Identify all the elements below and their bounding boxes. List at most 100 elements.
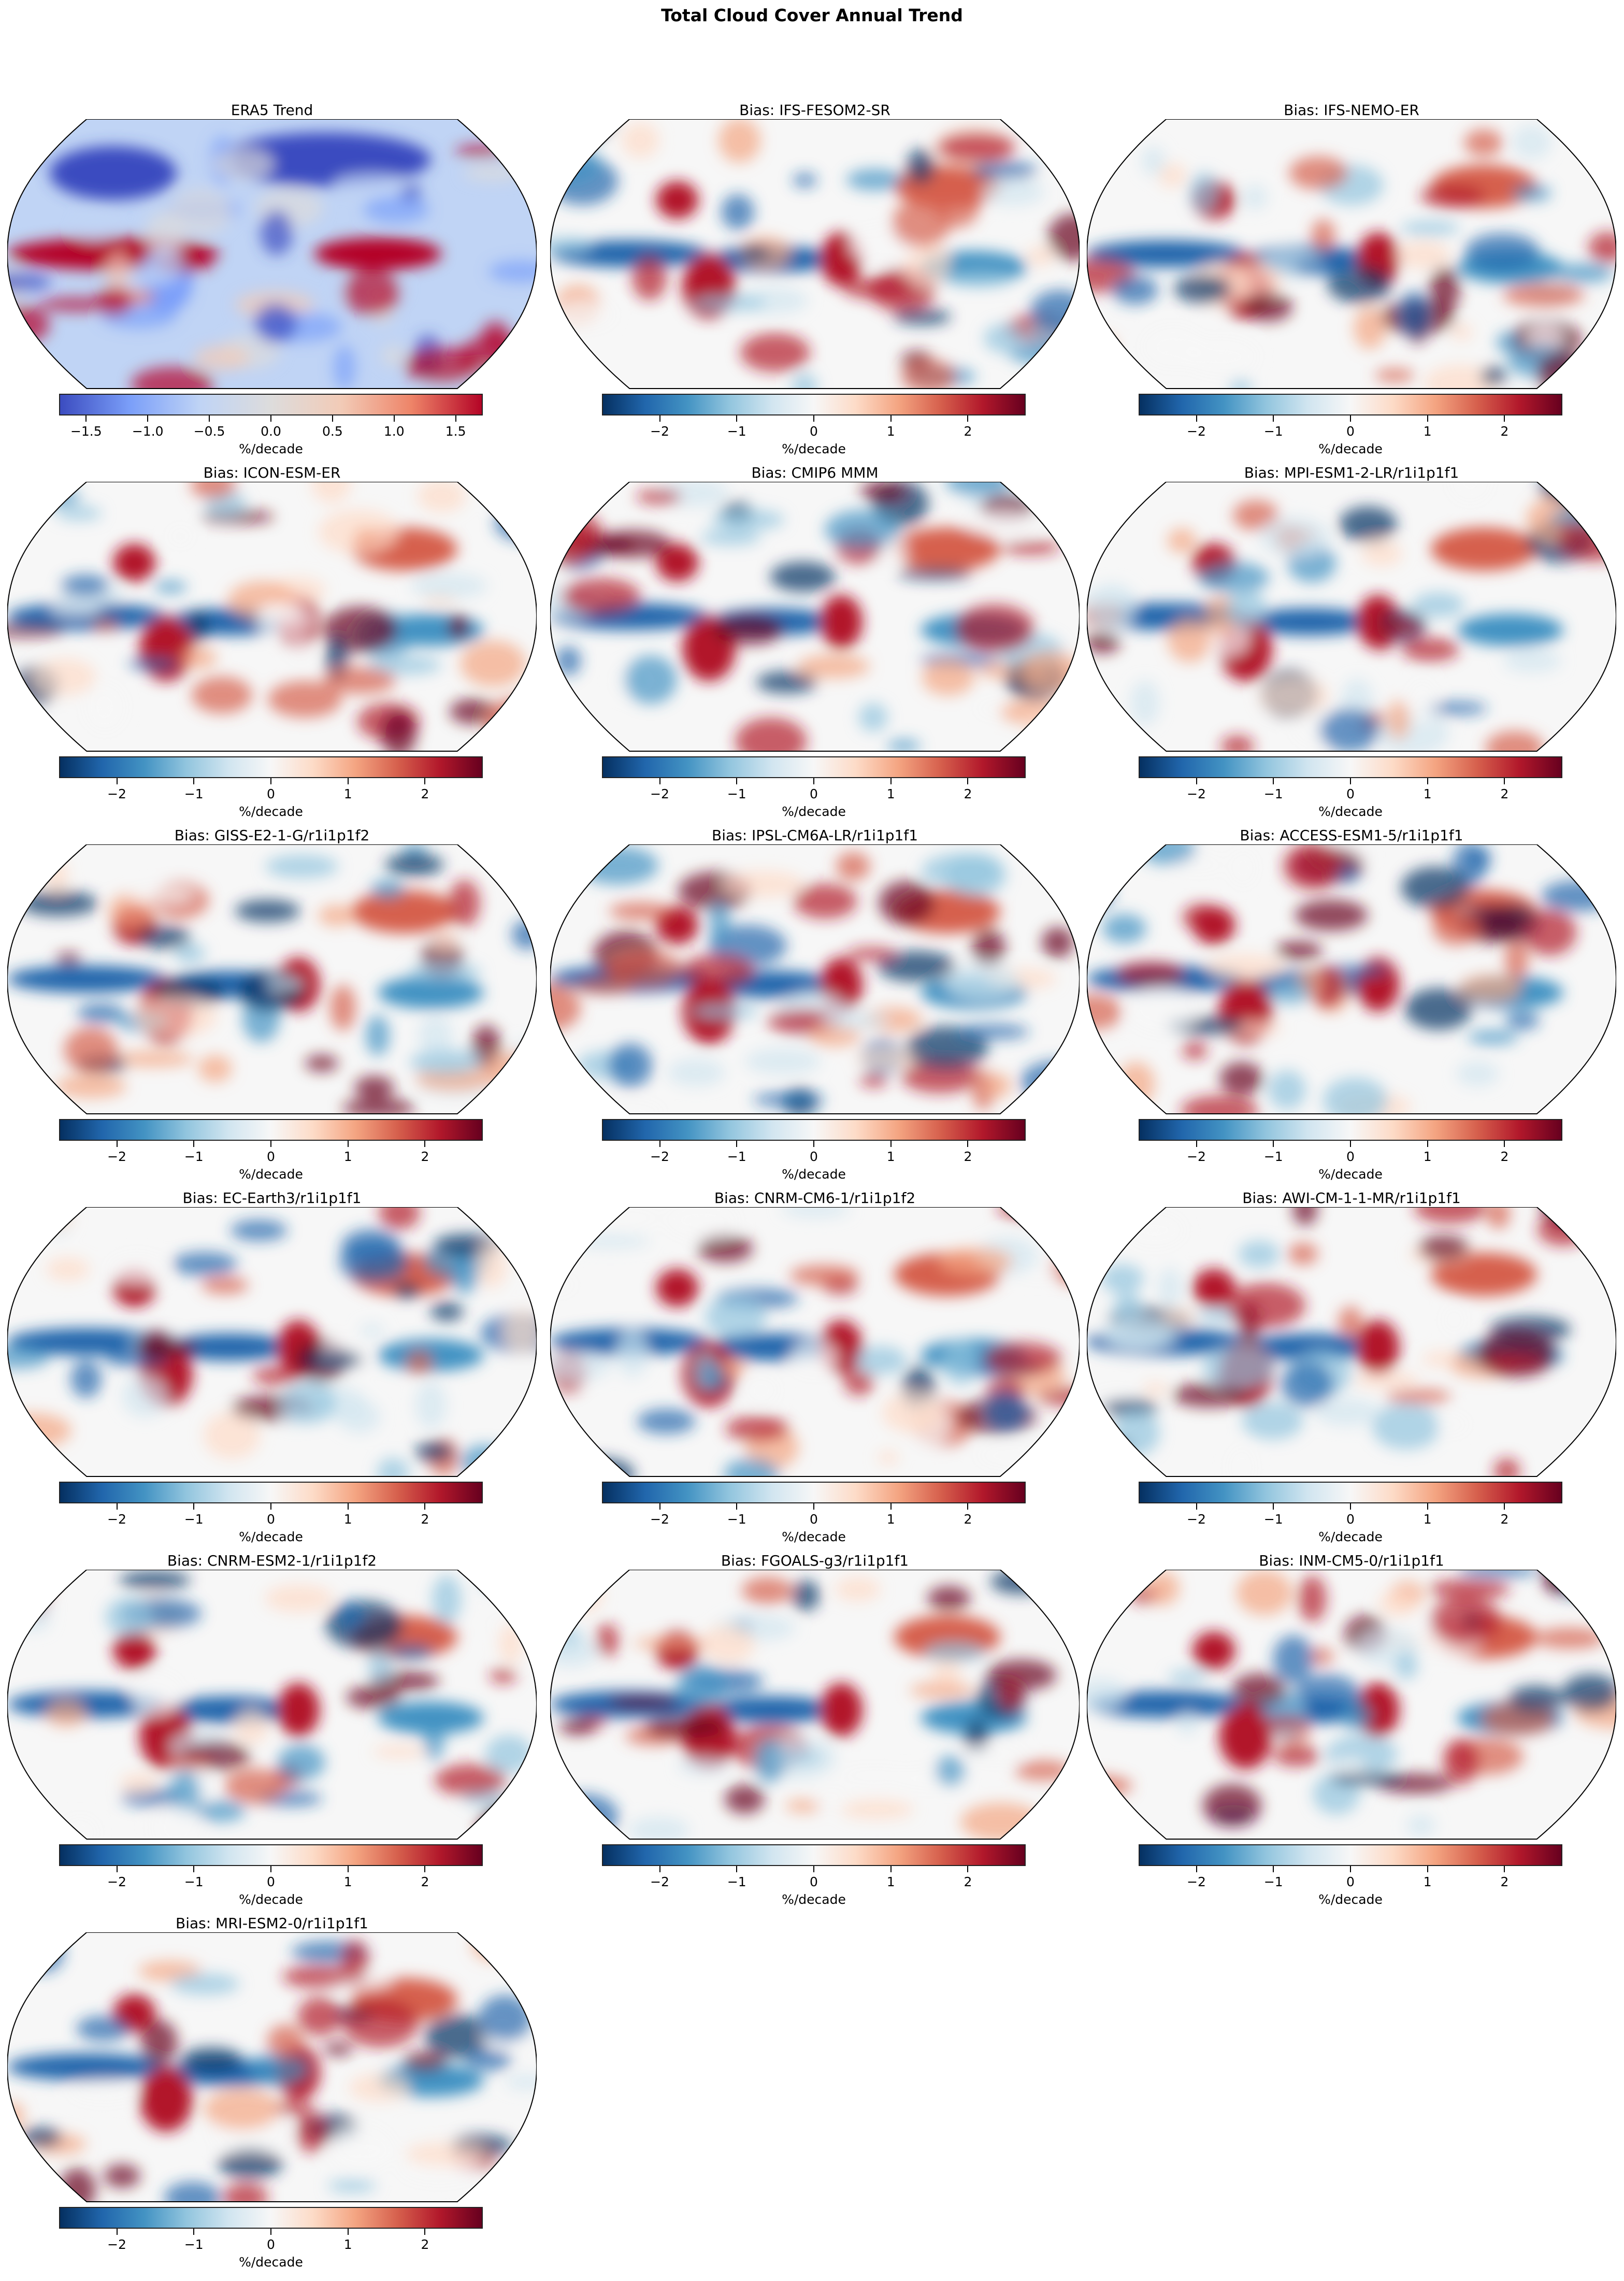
field-region [922, 853, 1001, 888]
field-region [45, 1699, 87, 1727]
field-region [1512, 184, 1551, 202]
field-region [61, 574, 110, 597]
field-region [56, 506, 102, 521]
colorbar-tick-label: 0 [267, 1874, 275, 1889]
field-region [114, 1051, 194, 1067]
field-region [370, 879, 405, 899]
field-region [212, 148, 275, 180]
field-region [1130, 680, 1160, 726]
field-region [1198, 562, 1270, 593]
field-region [1562, 1674, 1616, 1712]
field-region [113, 543, 156, 582]
colorbar-tick-label: 2 [964, 424, 972, 439]
field-region [1338, 1306, 1363, 1339]
panel-title: Bias: INM-CM5-0/r1i1p1f1 [1259, 1552, 1444, 1569]
map-panel: Bias: MPI-ESM1-2-LR/r1i1p1f1 −2 −1 0 1 2 %/de… [1087, 464, 1616, 829]
field-region [1087, 632, 1120, 654]
field-region [858, 702, 888, 732]
field-region [230, 1220, 288, 1241]
field-region [1424, 365, 1498, 389]
field-region [682, 954, 755, 988]
map-boundary [550, 1570, 1080, 1840]
colorbar-tick-label: 0 [267, 2237, 275, 2252]
colorbar-tick-label: 1.0 [383, 424, 405, 439]
panel-title: Bias: ACCESS-ESM1-5/r1i1p1f1 [1240, 827, 1463, 844]
field-region [550, 119, 576, 129]
field-region [927, 1586, 971, 1611]
field-region [753, 1092, 825, 1107]
field-region [1273, 1745, 1320, 1767]
robinson-map [7, 119, 537, 389]
field-region [846, 169, 903, 191]
colorbar [1139, 1482, 1562, 1503]
field-region [740, 333, 810, 372]
colorbar-tick [1427, 1141, 1428, 1147]
field-region [76, 216, 114, 241]
colorbar-tick [1273, 1141, 1274, 1147]
field-region [84, 683, 126, 732]
field-region [935, 1756, 965, 1786]
field-region [1158, 1268, 1182, 1307]
colorbar-label: %/decade [1318, 1529, 1383, 1544]
field-region [1464, 129, 1503, 156]
colorbar [1139, 394, 1562, 415]
field-region [187, 610, 209, 643]
field-region [385, 853, 444, 876]
field-region [497, 1810, 537, 1839]
field-region [793, 173, 817, 188]
field-region [7, 357, 27, 378]
map-boundary [550, 119, 1080, 389]
colorbar-tick [736, 415, 738, 422]
field-region [343, 269, 400, 315]
colorbar-tick [1504, 415, 1505, 422]
field-region [7, 844, 38, 881]
map-panel: Bias: IFS-NEMO-ER −2 −1 0 1 2 %/decade [1087, 102, 1616, 466]
field-region [976, 1443, 1056, 1468]
map-boundary [7, 482, 537, 752]
colorbar-tick-label: −1 [727, 1149, 746, 1164]
field-region [377, 1457, 409, 1476]
field-region [28, 489, 81, 506]
colorbar-tick [116, 1503, 118, 1510]
field-region [354, 1075, 394, 1100]
field-region [1505, 1011, 1540, 1030]
colorbar-tick-label: 2 [964, 786, 972, 801]
field-region [7, 624, 65, 637]
field-region [1245, 608, 1373, 636]
field-region [1014, 1760, 1072, 1781]
colorbar-tick [193, 1866, 195, 1872]
field-region [1450, 324, 1472, 341]
field-region [1040, 368, 1065, 384]
map-boundary [550, 844, 1080, 1114]
colorbar [602, 1119, 1026, 1141]
colorbar-tick [347, 2229, 349, 2235]
field-region [1487, 1207, 1510, 1229]
field-region [1443, 1738, 1479, 1785]
field-region [1308, 1648, 1334, 1665]
field-region [139, 616, 193, 681]
field-region [924, 1641, 986, 1662]
colorbar-tick-label: 0 [1346, 1512, 1355, 1527]
field-region [955, 604, 1035, 652]
field-region [1418, 1235, 1469, 1261]
colorbar-tick-label: 1 [1423, 786, 1432, 801]
colorbar-tick-label: 1 [343, 2237, 352, 2252]
colorbar-tick [813, 1141, 814, 1147]
field-region [354, 529, 376, 543]
field-region [368, 1647, 392, 1682]
field-region [711, 509, 785, 530]
field-region [840, 1767, 909, 1784]
field-region [963, 1745, 1027, 1763]
colorbar-label: %/decade [782, 1892, 846, 1907]
field-region [1503, 283, 1585, 307]
field-region [378, 976, 484, 1009]
field-region [1386, 1389, 1451, 1404]
field-region [554, 300, 615, 329]
field-region [38, 297, 115, 311]
panel-title: Bias: ICON-ESM-ER [203, 464, 341, 481]
field-region [943, 963, 1020, 1001]
field-region [128, 657, 178, 670]
field-region [1192, 1269, 1235, 1307]
field-region [825, 510, 900, 549]
field-region [1401, 866, 1470, 909]
